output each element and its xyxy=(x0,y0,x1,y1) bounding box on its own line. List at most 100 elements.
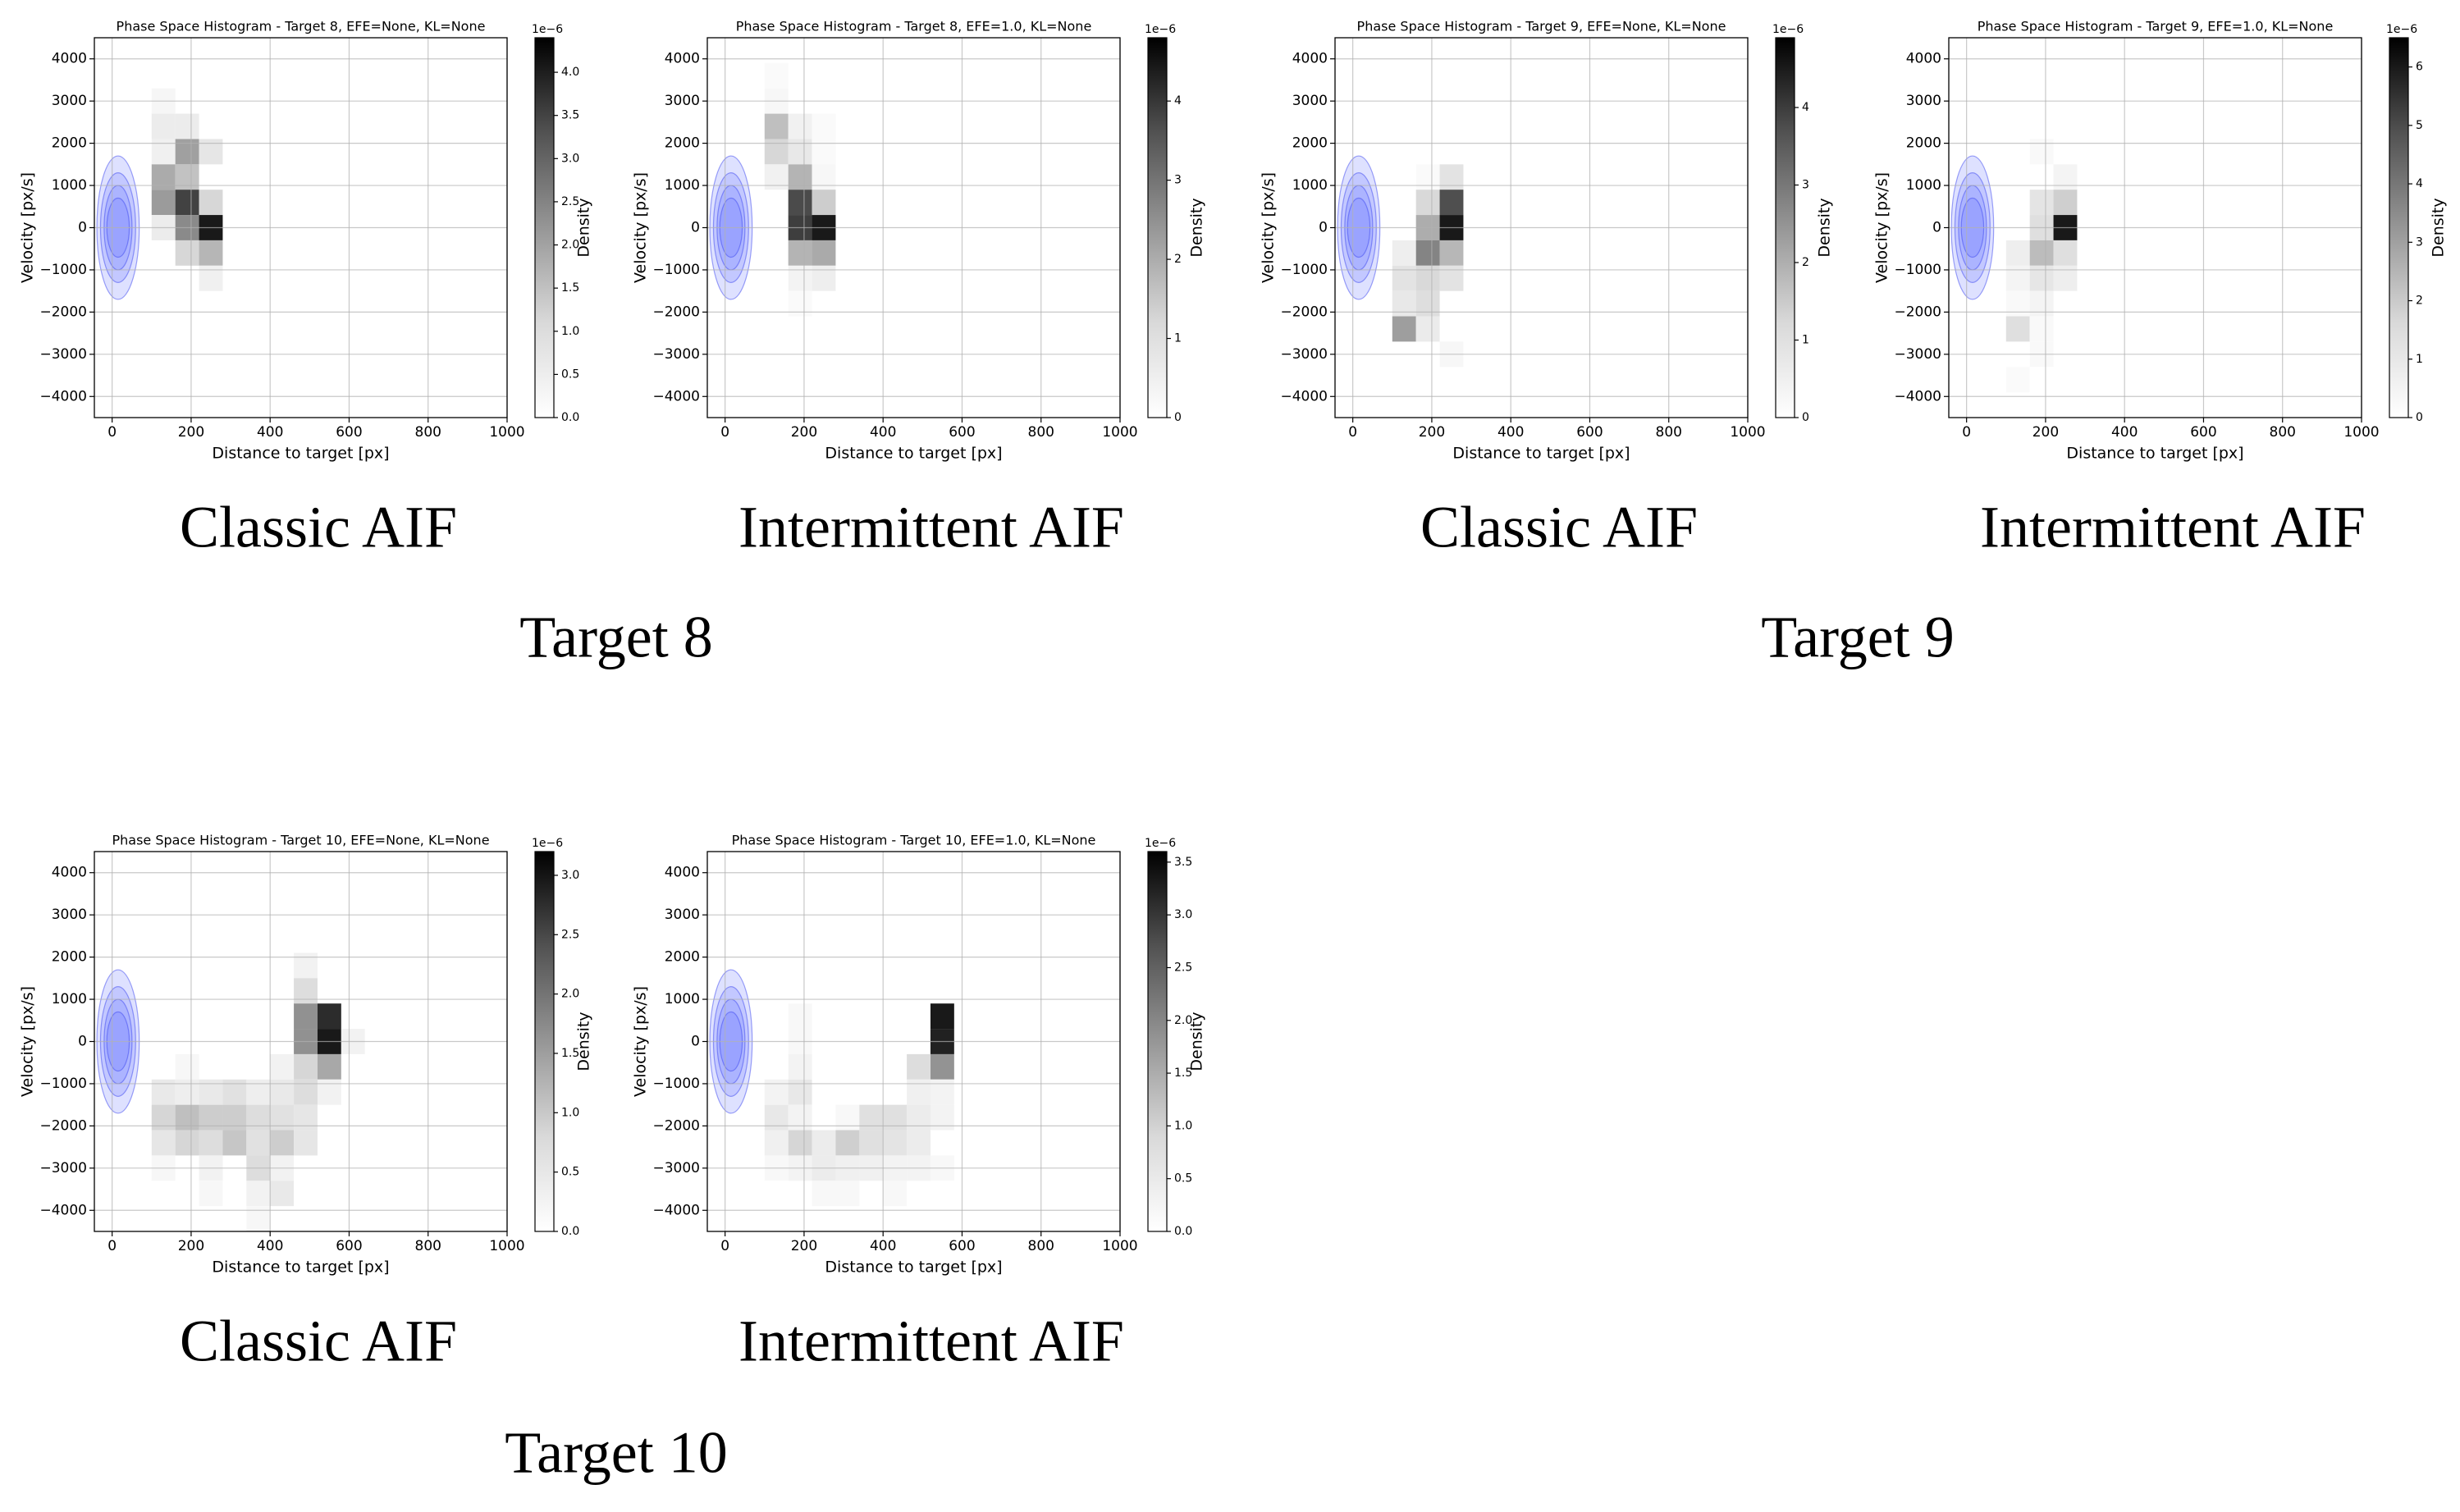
colorbar xyxy=(534,851,555,1232)
colorbar-tick-label: 3.0 xyxy=(561,869,579,882)
y-tick-label: 2000 xyxy=(1906,135,1941,152)
heatmap-cell xyxy=(1439,190,1464,216)
heatmap-cell xyxy=(175,1130,199,1156)
y-tick-label: −3000 xyxy=(652,1160,700,1176)
y-axis-label: Velocity [px/s] xyxy=(19,986,37,1097)
heatmap-cell xyxy=(859,1130,884,1156)
y-tick-label: 1000 xyxy=(52,991,87,1007)
panel-caption: Intermittent AIF xyxy=(738,1309,1124,1374)
colorbar-tick-label: 1.5 xyxy=(561,281,579,295)
heatmap-cell xyxy=(930,1003,954,1030)
colorbar-tick-label: 0.5 xyxy=(561,368,579,381)
colorbar-offset: 1e−6 xyxy=(532,837,563,850)
colorbar-tick-label: 0 xyxy=(1802,411,1809,424)
axes-frame xyxy=(94,851,508,1232)
heatmap-cell xyxy=(930,1053,954,1080)
y-tick-label: −2000 xyxy=(652,1117,700,1134)
x-tick-label: 1000 xyxy=(1102,424,1137,441)
y-tick-label: 4000 xyxy=(665,865,700,881)
y-tick-label: 3000 xyxy=(665,93,700,109)
heatmap-cell xyxy=(199,240,223,266)
colorbar xyxy=(1775,37,1795,418)
heatmap-cell xyxy=(294,1003,318,1030)
colorbar-tick-label: 4 xyxy=(1174,94,1182,107)
y-tick-label: 3000 xyxy=(1292,93,1328,109)
y-tick-label: −4000 xyxy=(39,1202,87,1218)
x-tick-label: 0 xyxy=(720,424,729,441)
heatmap-cell xyxy=(151,1130,176,1156)
x-axis-label: Distance to target [px] xyxy=(825,1258,1002,1277)
y-axis-label: Velocity [px/s] xyxy=(1873,172,1891,283)
x-axis-label: Distance to target [px] xyxy=(2066,445,2243,463)
axes-frame xyxy=(706,37,1121,418)
y-tick-label: 2000 xyxy=(665,135,700,152)
colorbar-label: Density xyxy=(1188,1012,1206,1071)
colorbar-tick-label: 3.0 xyxy=(1174,908,1192,921)
colorbar-tick-label: 3 xyxy=(1174,174,1182,187)
y-tick-label: −2000 xyxy=(1280,304,1328,320)
y-tick-label: −1000 xyxy=(39,262,87,278)
heatmap-cell xyxy=(175,1053,199,1080)
heatmap-cell xyxy=(246,1130,271,1156)
x-axis-label: Distance to target [px] xyxy=(1452,445,1630,463)
y-tick-label: −2000 xyxy=(39,304,87,320)
heatmap-cell xyxy=(199,1181,223,1207)
y-tick-label: −1000 xyxy=(39,1076,87,1092)
colorbar xyxy=(1147,851,1168,1232)
panel: 0 200 400 600 800 1000−4000−3000−2000−1000010… xyxy=(19,833,593,1374)
colorbar-tick-label: 1.5 xyxy=(1174,1067,1192,1080)
x-tick-label: 600 xyxy=(1576,424,1603,441)
colorbar-tick-label: 5 xyxy=(2416,119,2423,132)
colorbar-tick-label: 3.5 xyxy=(561,109,579,122)
y-tick-label: 4000 xyxy=(1906,51,1941,67)
y-axis-label: Velocity [px/s] xyxy=(1260,172,1278,283)
axes-frame xyxy=(94,37,508,418)
y-tick-label: −4000 xyxy=(39,388,87,404)
y-tick-label: −2000 xyxy=(652,304,700,320)
x-tick-label: 600 xyxy=(2190,424,2216,441)
colorbar-tick-label: 2.0 xyxy=(561,239,579,252)
y-tick-label: 0 xyxy=(78,220,87,236)
heatmap-cell xyxy=(317,1053,341,1080)
colorbar xyxy=(534,37,555,418)
x-tick-label: 400 xyxy=(870,424,896,441)
heatmap-cell xyxy=(2029,316,2054,342)
colorbar-label: Density xyxy=(1816,198,1834,257)
x-tick-label: 1000 xyxy=(2343,424,2379,441)
colorbar-tick-label: 1 xyxy=(1802,334,1809,347)
axes-frame xyxy=(1334,37,1749,418)
y-tick-label: 0 xyxy=(691,1034,700,1050)
y-tick-label: 4000 xyxy=(52,865,87,881)
heatmap-cell xyxy=(294,1130,318,1156)
colorbar-tick-label: 6 xyxy=(2416,61,2423,74)
panel-caption: Intermittent AIF xyxy=(738,495,1124,560)
heatmap-cell xyxy=(1415,240,1440,266)
heatmap-cell xyxy=(270,1130,295,1156)
group-label: Target 10 xyxy=(505,1420,728,1486)
x-tick-label: 200 xyxy=(791,424,817,441)
x-tick-label: 400 xyxy=(870,1238,896,1254)
y-tick-label: −3000 xyxy=(1280,346,1328,363)
colorbar-tick-label: 0.5 xyxy=(1174,1172,1192,1185)
x-axis-label: Distance to target [px] xyxy=(825,445,1002,463)
heatmap-cell xyxy=(764,62,789,89)
colorbar-tick-label: 2.0 xyxy=(1174,1014,1192,1027)
group-label: Target 9 xyxy=(1761,605,1955,670)
colorbar-tick-label: 1.5 xyxy=(561,1047,579,1060)
axes-frame xyxy=(1948,37,2362,418)
x-axis-label: Distance to target [px] xyxy=(212,445,389,463)
y-tick-label: 2000 xyxy=(665,949,700,966)
panel: 0 200 400 600 800 1000−4000−3000−2000−1000010… xyxy=(1873,19,2448,560)
x-tick-label: 1000 xyxy=(489,424,524,441)
y-tick-label: 2000 xyxy=(52,949,87,966)
chart-title: Phase Space Histogram - Target 10, EFE=1… xyxy=(732,833,1096,848)
colorbar-tick-label: 4.0 xyxy=(561,66,579,79)
heatmap-cell xyxy=(2005,316,2030,342)
x-tick-label: 0 xyxy=(1962,424,1971,441)
y-tick-label: −3000 xyxy=(39,346,87,363)
x-tick-label: 400 xyxy=(257,1238,283,1254)
heatmap-cell xyxy=(788,113,812,139)
panel-caption: Intermittent AIF xyxy=(1980,495,2366,560)
colorbar-tick-label: 3.0 xyxy=(561,152,579,165)
heatmap-cell xyxy=(2053,190,2078,216)
